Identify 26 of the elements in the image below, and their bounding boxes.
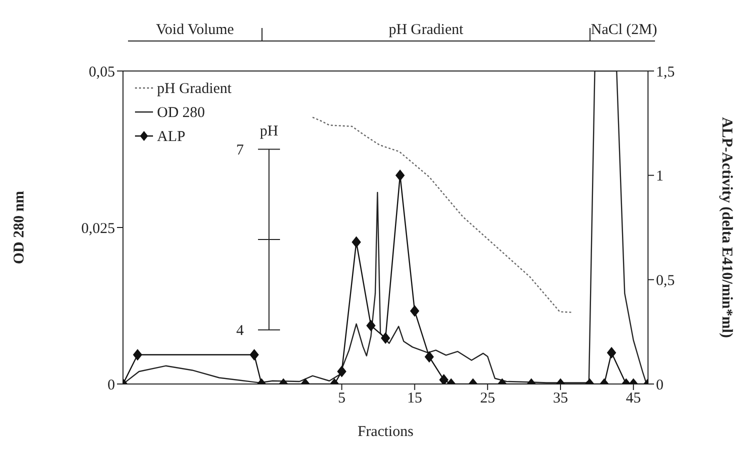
x-tick-label: 5 (338, 390, 346, 407)
y-tick-label: 0,025 (81, 220, 115, 237)
legend-label: pH Gradient (157, 81, 232, 97)
legend-label: OD 280 (157, 105, 205, 121)
text: Void Volume (156, 22, 234, 38)
text: NaCl (2M) (590, 22, 658, 38)
text: pH Gradient (388, 22, 464, 38)
y3-tick-label: 4 (236, 322, 244, 339)
x-tick-label: 45 (626, 390, 641, 407)
line-series (312, 116, 574, 313)
y3-axis-title: pH (260, 123, 278, 140)
y-tick-label: 0,05 (88, 64, 115, 80)
x-axis-title: Fractions (358, 424, 414, 440)
y3-tick-label: 7 (236, 142, 244, 158)
y2-tick-label: 0,5 (656, 272, 675, 289)
y2-tick-label: 1,5 (656, 64, 675, 80)
y2-axis-title: ALP-Activity (delta E410/min*ml) (718, 117, 735, 338)
ph-scale: 4 7 pH (236, 123, 280, 339)
x-tick-label: 35 (553, 390, 568, 407)
x-tick-label: 15 (407, 390, 422, 407)
y-axis-title: OD 280 nm (11, 190, 28, 264)
x-tick-label: 25 (480, 390, 496, 407)
y-tick-label: 0 (108, 377, 115, 394)
y2-tick-label: 0 (656, 377, 664, 394)
y2-tick-label: 1 (656, 168, 664, 185)
legend-label: ALP (157, 129, 186, 145)
